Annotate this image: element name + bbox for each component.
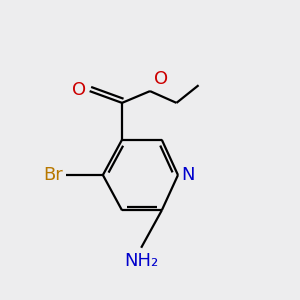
Text: Br: Br (44, 166, 63, 184)
Text: N: N (181, 166, 194, 184)
Text: NH₂: NH₂ (124, 252, 158, 270)
Text: O: O (72, 81, 86, 99)
Text: O: O (154, 70, 168, 88)
